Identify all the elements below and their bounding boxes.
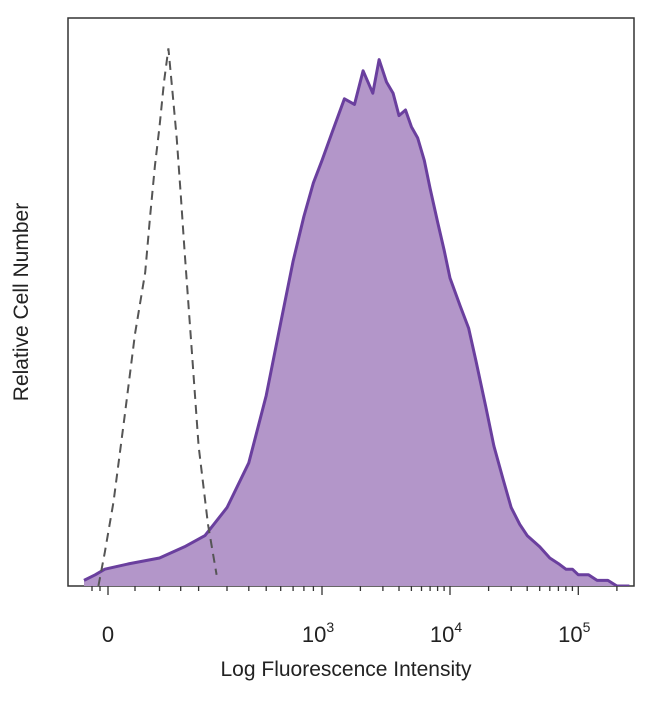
x-axis-ticks [91, 586, 618, 595]
x-tick-label: 104 [430, 619, 462, 647]
y-axis-title: Relative Cell Number [10, 203, 33, 401]
x-tick-label: 0 [102, 622, 114, 647]
sample-histogram-fill [84, 59, 630, 586]
x-tick-label: 103 [302, 619, 334, 647]
x-tick-label: 105 [558, 619, 590, 647]
control-histogram-line [97, 48, 218, 586]
x-axis-tick-labels: 0 103 104 105 [102, 619, 591, 647]
x-axis-title: Log Fluorescence Intensity [221, 658, 472, 681]
sample-histogram-line [83, 58, 630, 586]
